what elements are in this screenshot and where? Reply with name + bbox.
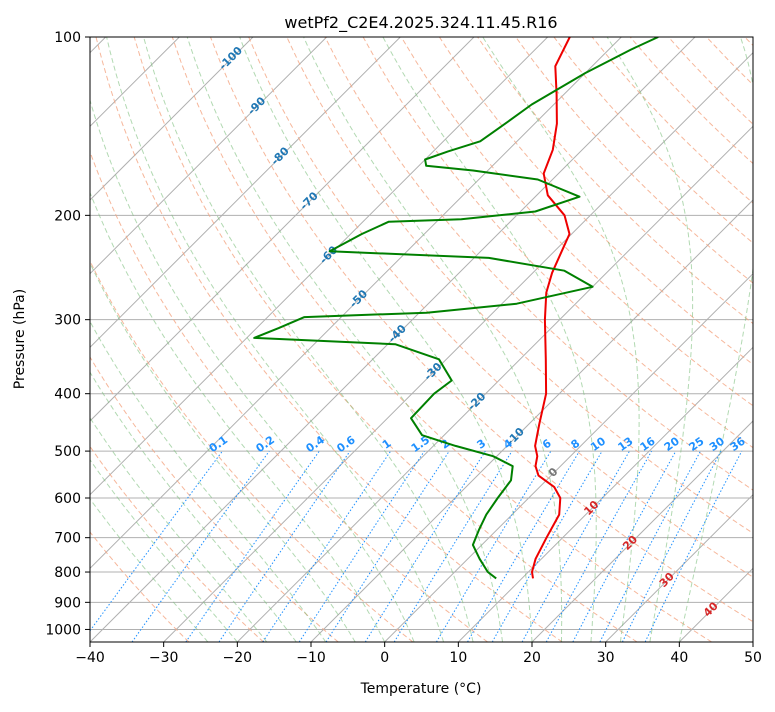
x-tick-label: 0 xyxy=(380,650,389,666)
y-tick-label: 100 xyxy=(54,30,81,46)
y-tick-label: 200 xyxy=(54,208,81,224)
y-tick-label: 500 xyxy=(54,444,81,460)
y-tick-label: 700 xyxy=(54,531,81,547)
y-tick-label: 900 xyxy=(54,595,81,611)
y-tick-label: 600 xyxy=(54,491,81,507)
y-tick-label: 400 xyxy=(54,387,81,403)
x-tick-label: −10 xyxy=(296,650,326,666)
y-tick-label: 1000 xyxy=(45,622,81,638)
y-tick-label: 300 xyxy=(54,313,81,329)
x-tick-label: −40 xyxy=(75,650,105,666)
x-axis-label: Temperature (°C) xyxy=(360,681,482,697)
x-tick-label: 20 xyxy=(523,650,541,666)
x-tick-label: −30 xyxy=(149,650,179,666)
x-tick-label: 40 xyxy=(670,650,688,666)
chart-title: wetPf2_C2E4.2025.324.11.45.R16 xyxy=(284,13,557,33)
x-tick-label: 30 xyxy=(597,650,615,666)
x-tick-label: 50 xyxy=(744,650,762,666)
x-tick-label: 10 xyxy=(449,650,467,666)
y-axis-label: Pressure (hPa) xyxy=(12,289,28,389)
x-tick-label: −20 xyxy=(223,650,253,666)
y-tick-label: 800 xyxy=(54,565,81,581)
